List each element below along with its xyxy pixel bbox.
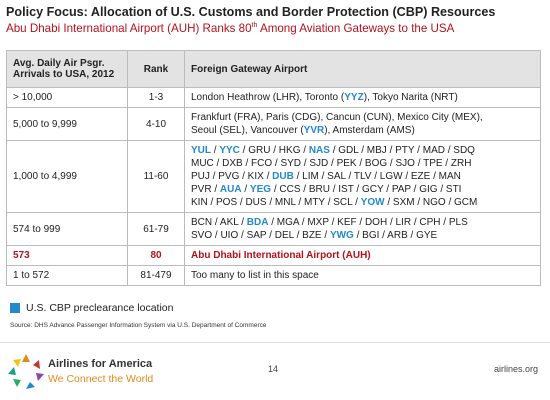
table-row: 5,000 to 9,999 4-10 Frankfurt (FRA), Paris… xyxy=(6,107,541,141)
range-cell: > 10,000 xyxy=(6,87,128,108)
airport-text: / BGI / ARB / GYE xyxy=(353,230,438,241)
airport-text: London Heathrow (LHR), Toronto ( xyxy=(191,92,345,103)
preclearance-airport: YYC xyxy=(219,145,240,156)
table-body: > 10,000 1-3 London Heathrow (LHR), Toront… xyxy=(6,87,541,286)
rank-cell: 61-79 xyxy=(127,212,185,246)
rank-cell: 11-60 xyxy=(127,140,185,213)
table-row: 1 to 572 81-479 Too many to list in this s… xyxy=(6,265,541,286)
brand: Airlines for America xyxy=(48,358,153,370)
airport-text: BCN / AKL / xyxy=(191,217,247,228)
preclearance-airport: DUB xyxy=(272,171,294,182)
header-row: Avg. Daily Air Psgr. Arrivals to USA, 20… xyxy=(6,50,541,88)
table-row: 573 80 Abu Dhabi International Airport (AU… xyxy=(6,245,541,266)
airport-cell: Abu Dhabi International Airport (AUH) xyxy=(184,245,541,266)
preclearance-airport: YUL xyxy=(191,145,211,156)
airport-text: / LIM / SAL / TLV / LGW / EZE / MAN PVR … xyxy=(191,171,461,195)
airport-text: Too many to list in this space xyxy=(191,270,319,281)
column-header: Foreign Gateway Airport xyxy=(184,50,541,88)
subtitle-lead: Abu Dhabi International Airport (AUH) Ra… xyxy=(6,22,252,35)
tagline: We Connect the World xyxy=(48,373,154,385)
airport-text: / CCS / BRU / IST / GCY / PAP / GIG / ST… xyxy=(191,184,462,208)
preclearance-airport: YVR xyxy=(303,125,325,136)
table-row: 1,000 to 4,999 11-60 YUL / YYC / GRU / HKG… xyxy=(6,140,541,213)
preclearance-airport: YYZ xyxy=(344,92,364,103)
legend-swatch xyxy=(10,303,20,313)
preclearance-airport: YEG xyxy=(249,184,272,195)
divider xyxy=(0,342,550,343)
airport-text: Frankfurt (FRA), Paris (CDG), Cancun (CU… xyxy=(191,112,483,136)
airport-cell: YUL / YYC / GRU / HKG / NAS / GDL / MBJ … xyxy=(184,140,541,213)
preclearance-airport: NAS xyxy=(308,145,330,156)
preclearance-airport: AUA xyxy=(219,184,242,195)
table-row: > 10,000 1-3 London Heathrow (LHR), Toront… xyxy=(6,87,541,108)
logo xyxy=(8,354,44,389)
range-cell: 5,000 to 9,999 xyxy=(6,107,128,141)
rank-cell: 1-3 xyxy=(127,87,185,108)
airport-text: / xyxy=(211,145,220,156)
subtitle: Abu Dhabi International Airport (AUH) Ra… xyxy=(6,22,454,35)
airport-text: ), Amsterdam (AMS) xyxy=(324,125,415,136)
source-note: Source: DHS Advance Passenger Informatio… xyxy=(10,322,267,329)
preclearance-airport: BDA xyxy=(246,217,269,228)
airport-text: ), Tokyo Narita (NRT) xyxy=(363,92,458,103)
airport-text: / SXM / NGO / GCM xyxy=(384,197,478,208)
subtitle-suffix: th xyxy=(251,22,258,30)
site: airlines.org xyxy=(493,364,538,374)
legend-label: U.S. CBP preclearance location xyxy=(26,302,174,314)
preclearance-airport: YOW xyxy=(360,197,385,208)
range-cell: 573 xyxy=(6,245,128,266)
page-number: 14 xyxy=(268,364,279,374)
table-row: 574 to 999 61-79 BCN / AKL / BDA / MGA / M… xyxy=(6,212,541,246)
gateway-table: Avg. Daily Air Psgr. Arrivals to USA, 20… xyxy=(6,50,541,286)
legend: U.S. CBP preclearance location xyxy=(10,302,173,314)
airport-cell: London Heathrow (LHR), Toronto (YYZ), To… xyxy=(184,87,541,108)
preclearance-airport: YWG xyxy=(329,230,354,241)
rank-cell: 81-479 xyxy=(127,265,185,286)
rank-cell: 80 xyxy=(127,245,185,266)
airport-text: / GDL / MBJ / PTY / MAD / SDQ MUC / DXB … xyxy=(191,145,475,182)
range-cell: 1,000 to 4,999 xyxy=(6,140,128,213)
range-cell: 574 to 999 xyxy=(6,212,128,246)
subtitle-rest: Among Aviation Gateways to the USA xyxy=(257,22,455,35)
rank-cell: 4-10 xyxy=(127,107,185,141)
airport-cell: Frankfurt (FRA), Paris (CDG), Cancun (CU… xyxy=(184,107,541,141)
airport-text: / MGA / MXP / KEF / DOH / LIR / CPH / PL… xyxy=(191,217,468,241)
title: Policy Focus: Allocation of U.S. Customs… xyxy=(6,5,496,19)
airport-text: Abu Dhabi International Airport (AUH) xyxy=(191,250,371,261)
range-cell: 1 to 572 xyxy=(6,265,128,286)
column-header: Avg. Daily Air Psgr. Arrivals to USA, 20… xyxy=(6,50,128,88)
airport-cell: BCN / AKL / BDA / MGA / MXP / KEF / DOH … xyxy=(184,212,541,246)
column-header: Rank xyxy=(127,50,185,88)
airport-text: / xyxy=(241,184,250,195)
airport-text: / GRU / HKG / xyxy=(239,145,309,156)
airport-cell: Too many to list in this space xyxy=(184,265,541,286)
